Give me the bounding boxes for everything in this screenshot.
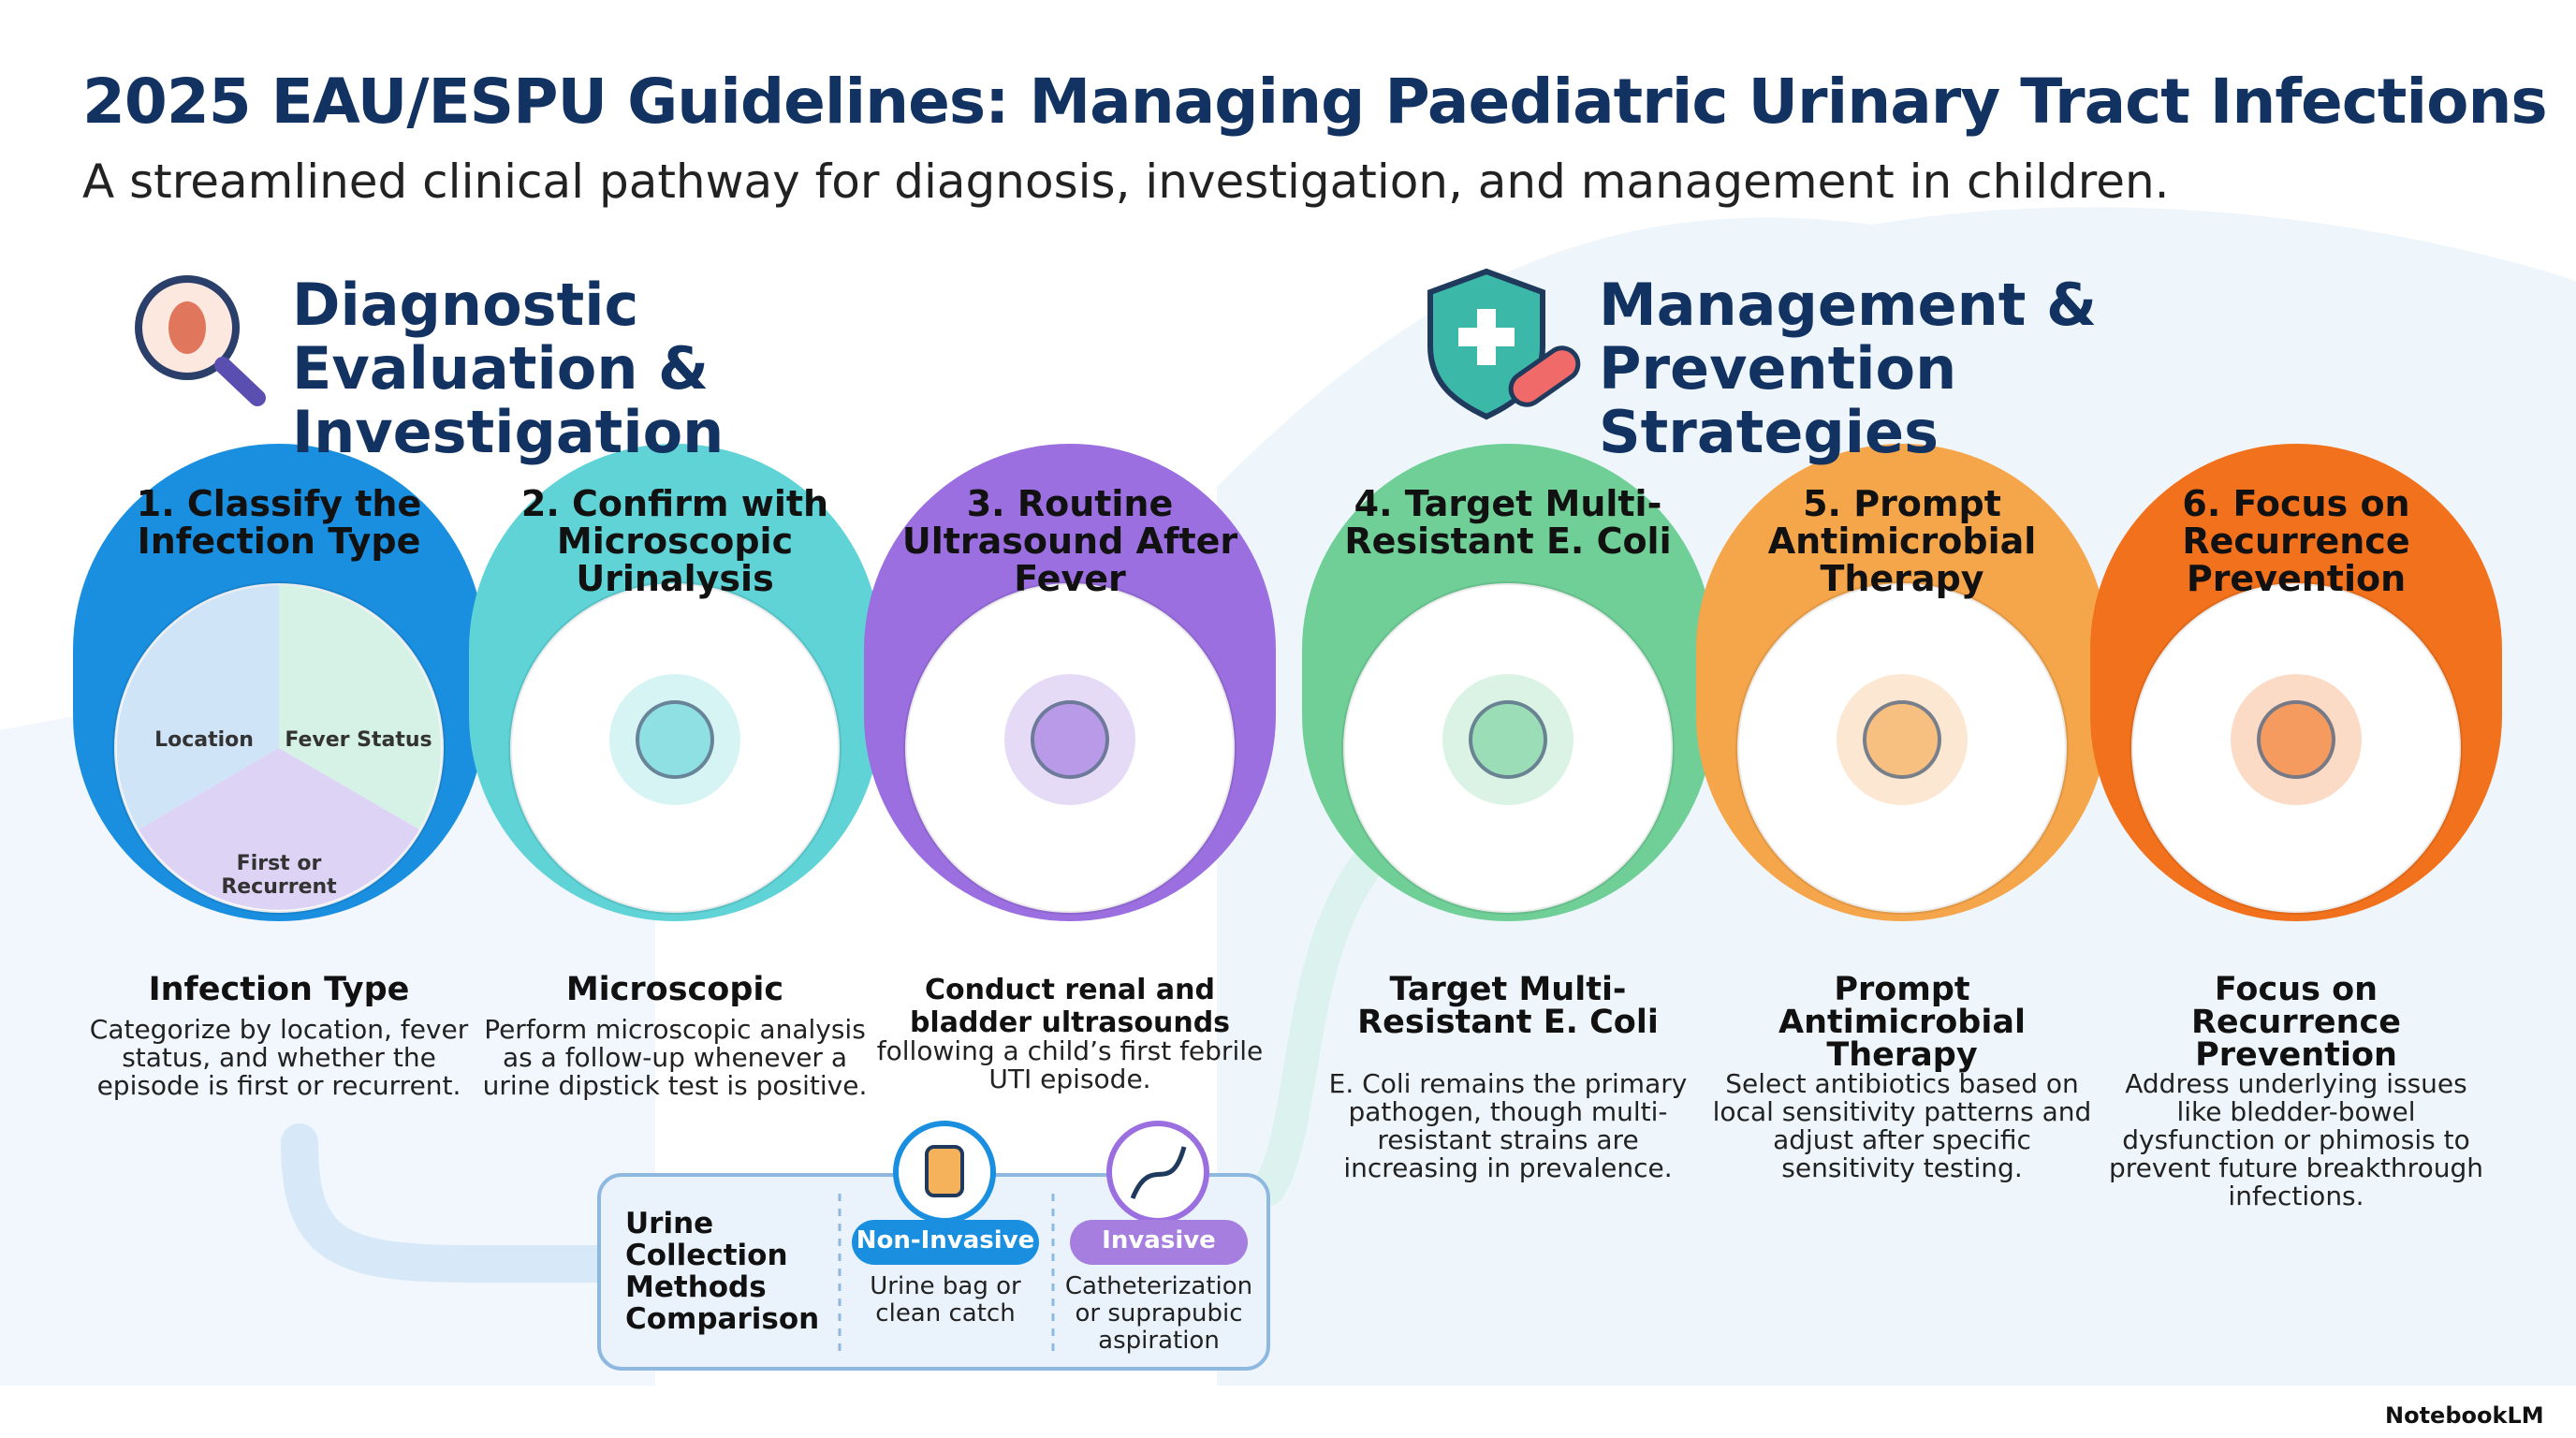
brand: NotebookLM (2385, 1402, 2544, 1429)
pill-icon (1508, 345, 1581, 407)
catheter-icon (1106, 1121, 1209, 1224)
step-body: Address underlying issues like bledder-b… (2109, 1068, 2483, 1211)
urine-title: Urine Collection Methods Comparison (625, 1207, 820, 1336)
step-icon (1469, 700, 1547, 779)
pie-label: Location (154, 728, 254, 752)
step-body: Select antibiotics based on local sensit… (1712, 1068, 2092, 1183)
method-label: Invasive (1102, 1226, 1216, 1255)
step-body: following a child’s first febrile UTI ep… (876, 1035, 1264, 1094)
step-title: 5. Prompt Antimicrobial Therapy (1767, 483, 2037, 599)
bag-shape (925, 1145, 964, 1197)
section-title: Management & Prevention Strategies (1599, 271, 2098, 466)
pie-slice (279, 585, 442, 829)
step-heading: Target Multi-Resistant E. Coli (1357, 971, 1659, 1041)
catheter-shape (1130, 1146, 1187, 1199)
step-icon (2257, 700, 2335, 779)
step-body: Categorize by location, fever status, an… (89, 1014, 469, 1101)
step-title: 3. Routine Ultrasound After Fever (901, 483, 1238, 599)
pie-label: Fever Status (285, 728, 432, 752)
cross-icon (1458, 309, 1515, 365)
step-icon (1031, 700, 1109, 779)
pie-slice (116, 585, 279, 829)
subtitle: A streamlined clinical pathway for diagn… (82, 154, 2170, 209)
pill-label (1070, 1220, 1248, 1265)
step-title: 2. Confirm with Microscopic Urinalysis (520, 483, 829, 599)
title: 2025 EAU/ESPU Guidelines: Managing Paedi… (82, 66, 2548, 138)
connector (1251, 826, 1402, 1206)
step-title: 1. Classify the Infection Type (136, 483, 422, 562)
method-label: Non-Invasive (856, 1226, 1035, 1255)
step-heading: Microscopic (565, 971, 784, 1008)
pie-slice (139, 748, 419, 910)
step-icon (636, 700, 714, 779)
step-body: E. Coli remains the primary pathogen, th… (1328, 1068, 1688, 1183)
step-title: 4. Target Multi-Resistant E. Coli (1344, 483, 1672, 562)
step-body: Perform microscopic analysis as a follow… (482, 1014, 868, 1101)
section-title: Diagnostic Evaluation & Investigation (292, 271, 724, 466)
step-heading: Conduct renal and bladder ultrasounds (909, 974, 1231, 1039)
kidney-icon (168, 301, 206, 354)
magnifier-handle (214, 357, 266, 406)
step-heading: Focus on Recurrence Prevention (2190, 971, 2401, 1074)
connector (281, 1123, 618, 1283)
method-text: Catheterization or suprapubic aspiration (1064, 1272, 1253, 1355)
method-text: Urine bag or clean catch (870, 1272, 1021, 1328)
step-heading: Prompt Antimicrobial Therapy (1778, 971, 2026, 1074)
step-icon (1863, 700, 1941, 779)
pie-label: First or Recurrent (221, 852, 337, 899)
step-title: 6. Focus on Recurrence Prevention (2182, 483, 2410, 599)
step-heading: Infection Type (148, 971, 410, 1008)
pill-label (852, 1220, 1039, 1265)
